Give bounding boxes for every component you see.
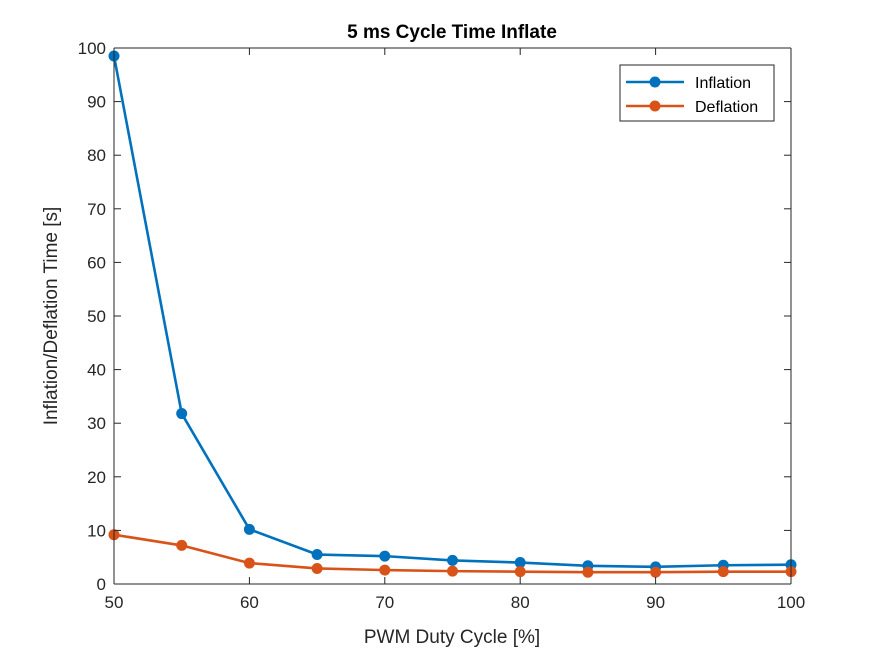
y-tick-label: 30 [87, 414, 106, 433]
y-tick-label: 0 [97, 575, 106, 594]
plot-area [114, 48, 791, 584]
legend-label-inflation: Inflation [695, 75, 751, 92]
x-tick-label: 70 [375, 593, 394, 612]
data-point-deflation [718, 566, 729, 577]
data-point-inflation [447, 555, 458, 566]
data-point-inflation [244, 524, 255, 535]
y-tick-label: 70 [87, 200, 106, 219]
x-tick-label: 90 [646, 593, 665, 612]
data-point-deflation [650, 567, 661, 578]
y-tick-label: 10 [87, 521, 106, 540]
x-tick-label: 100 [777, 593, 805, 612]
x-tick-label: 80 [511, 593, 530, 612]
legend-marker-inflation [650, 77, 661, 88]
data-point-deflation [515, 566, 526, 577]
x-tick-label: 60 [240, 593, 259, 612]
data-point-inflation [312, 549, 323, 560]
data-point-deflation [447, 566, 458, 577]
y-tick-label: 20 [87, 468, 106, 487]
y-tick-label: 60 [87, 253, 106, 272]
data-point-deflation [176, 540, 187, 551]
legend: Inflation Deflation [620, 65, 774, 121]
legend-marker-deflation [650, 101, 661, 112]
x-tick-label: 50 [105, 593, 124, 612]
data-point-inflation [379, 551, 390, 562]
x-axis-label: PWM Duty Cycle [%] [364, 627, 540, 648]
data-point-deflation [379, 565, 390, 576]
y-tick-label: 100 [78, 39, 106, 58]
y-tick-label: 40 [87, 361, 106, 380]
chart-title: 5 ms Cycle Time Inflate [347, 22, 557, 43]
y-tick-label: 80 [87, 146, 106, 165]
data-point-inflation [176, 408, 187, 419]
legend-label-deflation: Deflation [695, 99, 758, 116]
y-tick-label: 50 [87, 307, 106, 326]
data-point-deflation [582, 567, 593, 578]
data-point-deflation [312, 563, 323, 574]
y-tick-label: 90 [87, 93, 106, 112]
y-axis-label: Inflation/Deflation Time [s] [41, 207, 62, 426]
data-point-deflation [244, 558, 255, 569]
